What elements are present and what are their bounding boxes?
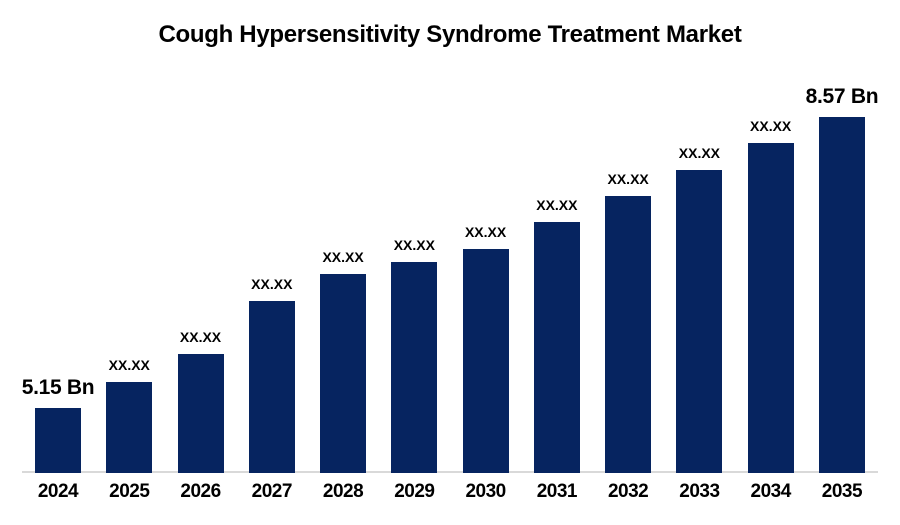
bar-2027: XX.XX xyxy=(248,276,295,473)
bar-2035: 8.57 Bn xyxy=(806,85,879,473)
x-axis-tick-label: 2033 xyxy=(679,481,720,502)
x-axis-tick-label: 2029 xyxy=(394,481,435,502)
bar-2033: XX.XX xyxy=(676,145,723,473)
x-axis-tick-label: 2035 xyxy=(821,481,863,502)
bar-value-label: XX.XX xyxy=(251,275,293,292)
x-axis-tick-label: 2026 xyxy=(180,481,221,502)
bar-2025: XX.XX xyxy=(106,357,153,473)
x-axis-tick-label: 2031 xyxy=(536,481,578,502)
bar-value-label: XX.XX xyxy=(179,328,222,345)
bar-value-label: XX.XX xyxy=(322,248,364,265)
bar-2026: XX.XX xyxy=(177,329,224,473)
x-axis-tick-label: 2024 xyxy=(37,481,79,502)
bar-value-label: XX.XX xyxy=(536,196,578,213)
bar-value-label: XX.XX xyxy=(464,223,507,240)
x-axis-tick-label: 2025 xyxy=(109,481,150,502)
chart-title: Cough Hypersensitivity Syndrome Treatmen… xyxy=(158,21,742,48)
bar-2030: XX.XX xyxy=(462,224,509,473)
bar-2029: XX.XX xyxy=(391,237,438,473)
bar-value-label: 8.57 Bn xyxy=(805,84,879,108)
bar-value-label: 5.15 Bn xyxy=(21,375,95,399)
x-axis-labels: 2024 2025 2026 2027 2028 2029 2030 2031 2032 2033… xyxy=(22,481,878,503)
bar-value-label: XX.XX xyxy=(678,144,721,161)
x-axis-tick-label: 2027 xyxy=(251,481,293,502)
x-axis-line xyxy=(22,471,878,473)
bar-2034: XX.XX xyxy=(747,118,794,473)
bar-2024: 5.15 Bn xyxy=(22,376,95,473)
bar-value-label: XX.XX xyxy=(607,170,649,187)
plot-area: 5.15 Bn XX.XX XX.XX XX.XX XX.XX XX.XX XX.XX XX.… xyxy=(22,0,879,525)
bar-2031: XX.XX xyxy=(533,197,580,473)
bar-value-label: XX.XX xyxy=(108,356,150,373)
x-axis-tick-label: 2028 xyxy=(322,481,364,502)
x-axis-tick-label: 2030 xyxy=(465,481,506,502)
x-axis-tick-label: 2032 xyxy=(607,481,649,502)
x-axis-tick-label: 2034 xyxy=(750,481,792,502)
bar-value-label: XX.XX xyxy=(393,236,435,253)
bar-value-label: XX.XX xyxy=(750,117,792,134)
bars-container: 5.15 Bn XX.XX XX.XX XX.XX XX.XX XX.XX XX.XX XX.… xyxy=(22,0,879,473)
bar-2028: XX.XX xyxy=(320,249,367,473)
bar-2032: XX.XX xyxy=(605,171,652,473)
